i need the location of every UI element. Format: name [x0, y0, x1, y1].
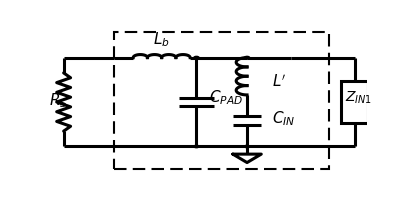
Text: $L^{\prime}$: $L^{\prime}$ [273, 74, 287, 90]
Circle shape [194, 56, 199, 59]
Text: $L_b$: $L_b$ [153, 30, 170, 49]
Circle shape [244, 145, 250, 148]
Text: $Z_{IN1}$: $Z_{IN1}$ [345, 89, 372, 106]
Bar [341, 81, 368, 123]
Text: $C_{PAD}$: $C_{PAD}$ [209, 88, 243, 107]
Circle shape [194, 145, 199, 148]
Text: $R_S$: $R_S$ [49, 91, 69, 110]
Circle shape [244, 56, 250, 59]
Text: $C_{IN}$: $C_{IN}$ [273, 109, 296, 128]
